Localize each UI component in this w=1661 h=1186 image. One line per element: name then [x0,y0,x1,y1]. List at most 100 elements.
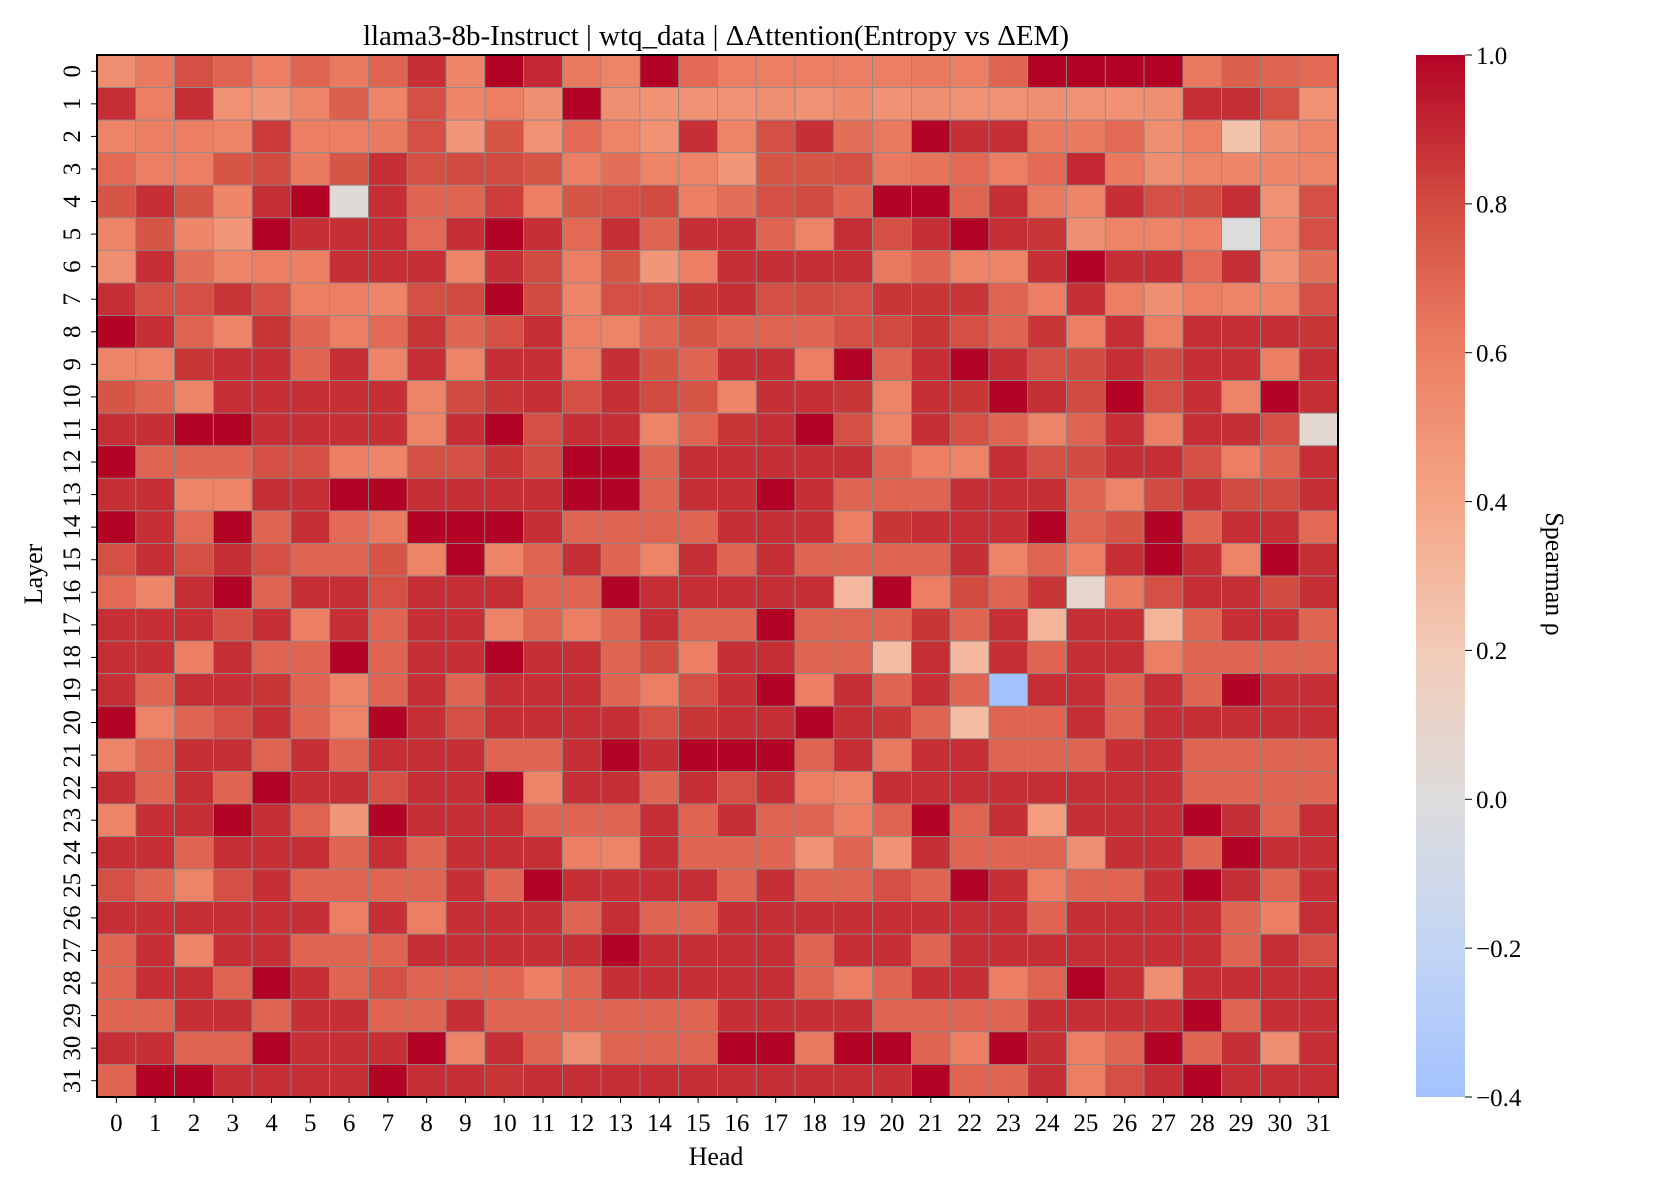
heatmap-cell-r21-c1 [135,738,175,772]
heatmap-cell-r26-c10 [484,901,524,935]
heatmap-cell-r18-c18 [794,640,835,675]
heatmap-cell-r3-c27 [1143,152,1184,186]
heatmap-cell-r6-c25 [1066,249,1106,284]
heatmap-cell-r12-c20 [872,445,912,479]
heatmap-cell-r29-c27 [1143,998,1184,1033]
heatmap-cell-r19-c5 [290,673,331,707]
heatmap-cell-r4-c28 [1182,184,1223,219]
heatmap-cell-r21-c13 [600,738,641,772]
heatmap-cell-r30-c1 [135,1031,175,1065]
heatmap-cell-r12-c3 [212,445,253,479]
heatmap-cell-r26-c17 [755,901,796,935]
heatmap-cell-r22-c12 [561,770,602,805]
heatmap-cell-r19-c11 [523,673,563,707]
heatmap-cell-r29-c2 [174,998,214,1033]
heatmap-cell-r31-c13 [600,1064,641,1098]
heatmap-cell-r23-c3 [212,803,253,837]
heatmap-cell-r3-c16 [717,152,757,186]
heatmap-cell-r15-c4 [251,543,292,577]
heatmap-cell-r6-c12 [561,249,602,284]
heatmap-cell-r16-c15 [678,575,718,609]
heatmap-cell-r24-c27 [1143,836,1184,870]
heatmap-cell-r31-c26 [1104,1064,1145,1098]
heatmap-cell-r16-c27 [1143,575,1184,609]
heatmap-cell-r26-c22 [949,901,990,935]
heatmap-cell-r5-c7 [368,217,408,251]
heatmap-cell-r30-c31 [1298,1031,1339,1065]
heatmap-cell-r19-c3 [212,673,253,707]
heatmap-cell-r31-c30 [1260,1064,1300,1098]
heatmap-cell-r22-c7 [368,770,408,805]
heatmap-cell-r11-c26 [1104,412,1145,447]
heatmap-cell-r7-c21 [911,282,951,316]
heatmap-cell-r26-c13 [600,901,641,935]
heatmap-cell-r27-c26 [1104,933,1145,968]
heatmap-cell-r21-c8 [406,738,447,772]
heatmap-cell-r24-c26 [1104,836,1145,870]
x-tick-label: 16 [724,1110,749,1137]
heatmap-cell-r22-c22 [949,770,990,805]
heatmap-cell-r2-c9 [445,119,486,154]
x-tick-label: 4 [265,1110,278,1137]
heatmap-cell-r15-c31 [1298,543,1339,577]
heatmap-cell-r19-c18 [794,673,835,707]
heatmap-cell-r19-c10 [484,673,524,707]
heatmap-cell-r25-c8 [406,868,447,903]
heatmap-cell-r24-c14 [639,836,680,870]
heatmap-cell-r12-c21 [911,445,951,479]
heatmap-cell-r18-c28 [1182,640,1223,675]
heatmap-cell-r8-c8 [406,315,447,349]
heatmap-cell-r2-c20 [872,119,912,154]
heatmap-cell-r21-c0 [96,738,137,772]
heatmap-cell-r5-c15 [678,217,718,251]
heatmap-cell-r31-c4 [251,1064,292,1098]
heatmap-cell-r20-c12 [561,705,602,740]
heatmap-cell-r10-c25 [1066,380,1106,414]
heatmap-cell-r20-c28 [1182,705,1223,740]
heatmap-cell-r11-c1 [135,412,175,447]
heatmap-cell-r22-c8 [406,770,447,805]
heatmap-cell-r29-c21 [911,998,951,1033]
heatmap-cell-r17-c30 [1260,608,1300,642]
heatmap-cell-r10-c0 [96,380,137,414]
heatmap-cell-r27-c21 [911,933,951,968]
heatmap-cell-r20-c19 [833,705,874,740]
y-tick-label: 3 [59,163,86,176]
heatmap-cell-r9-c0 [96,347,137,382]
x-tick-label: 3 [226,1110,239,1137]
heatmap-cell-r31-c15 [678,1064,718,1098]
heatmap-cell-r9-c24 [1027,347,1067,382]
heatmap-cell-r7-c13 [600,282,641,316]
heatmap-cell-r29-c12 [561,998,602,1033]
heatmap-cell-r9-c1 [135,347,175,382]
heatmap-cell-r11-c0 [96,412,137,447]
heatmap-cell-r19-c13 [600,673,641,707]
heatmap-cell-r5-c17 [755,217,796,251]
heatmap-cell-r3-c8 [406,152,447,186]
heatmap-cell-r24-c25 [1066,836,1106,870]
heatmap-cell-r15-c23 [988,543,1029,577]
heatmap-cell-r27-c18 [794,933,835,968]
colorbar-tick-label: 0.8 [1476,192,1507,219]
heatmap-cell-r24-c20 [872,836,912,870]
heatmap-cell-r12-c18 [794,445,835,479]
heatmap-cell-r9-c26 [1104,347,1145,382]
heatmap-cell-r31-c24 [1027,1064,1067,1098]
heatmap-cell-r1-c6 [329,87,369,121]
heatmap-cell-r1-c28 [1182,87,1223,121]
heatmap-cell-r1-c21 [911,87,951,121]
heatmap-cell-r31-c21 [911,1064,951,1098]
heatmap-cell-r26-c1 [135,901,175,935]
heatmap-cell-r19-c7 [368,673,408,707]
heatmap-cell-r14-c14 [639,510,680,544]
colorbar-tick-label: 0.4 [1476,489,1508,516]
heatmap-cell-r21-c25 [1066,738,1106,772]
heatmap-cell-r29-c25 [1066,998,1106,1033]
heatmap-cell-r4-c29 [1221,184,1261,219]
heatmap-cell-r18-c3 [212,640,253,675]
heatmap-cell-r26-c30 [1260,901,1300,935]
heatmap-cell-r19-c1 [135,673,175,707]
heatmap-cell-r26-c25 [1066,901,1106,935]
heatmap-cell-r27-c15 [678,933,718,968]
